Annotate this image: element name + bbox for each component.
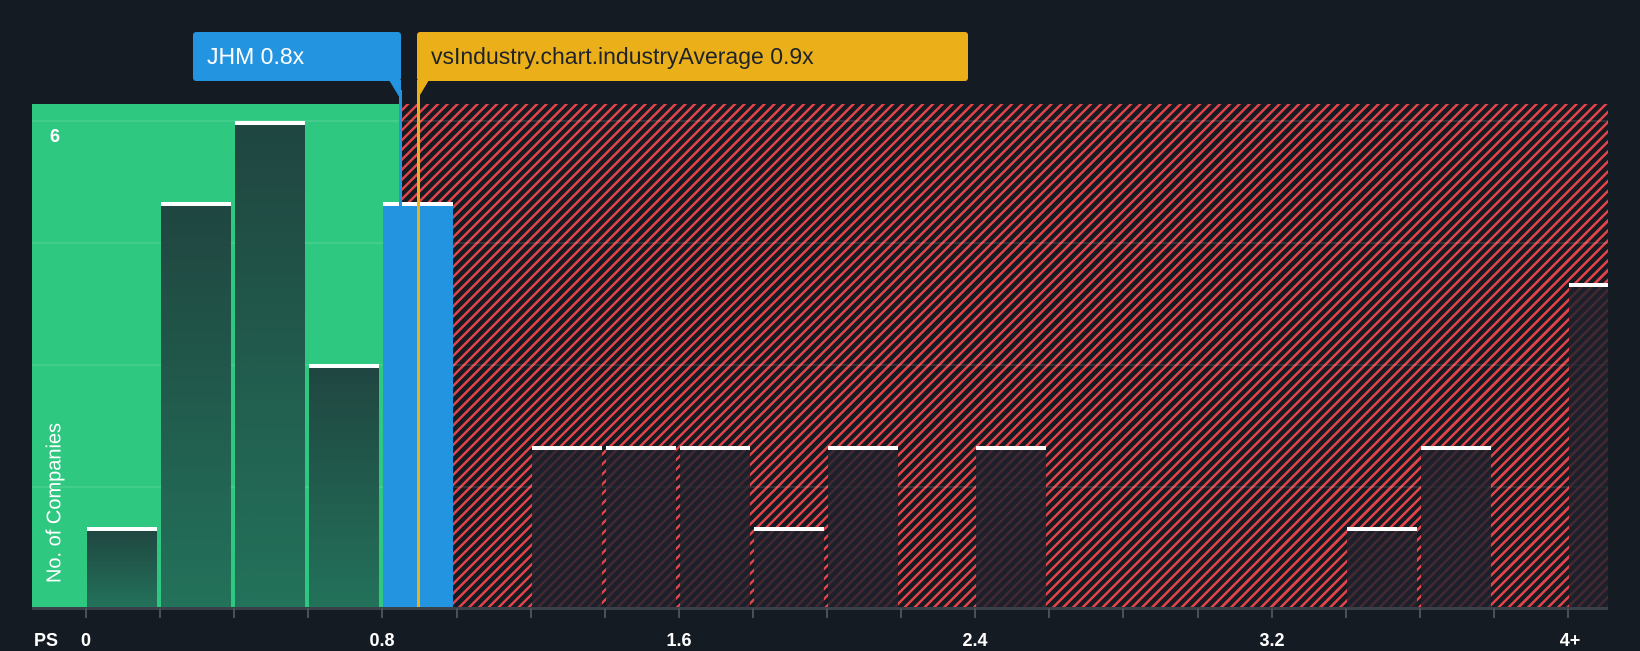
bar-cap bbox=[753, 526, 824, 531]
x-tick-label-0.8: 0.8 bbox=[369, 630, 395, 650]
x-tick bbox=[900, 608, 903, 618]
x-tick bbox=[1270, 608, 1273, 618]
x-tick-label-3.2: 3.2 bbox=[1259, 630, 1285, 650]
x-tick bbox=[159, 608, 162, 618]
x-tick bbox=[381, 608, 384, 618]
company-value-callout: JHM 0.8x bbox=[193, 32, 401, 81]
gridline bbox=[32, 120, 1608, 122]
x-tick bbox=[455, 608, 458, 618]
histogram-bar bbox=[161, 202, 232, 608]
x-tick bbox=[85, 608, 87, 618]
industry-average-label: vsIndustry.chart.industryAverage 0.9x bbox=[431, 43, 814, 69]
chart-plot-area bbox=[32, 104, 1608, 608]
x-tick bbox=[1418, 608, 1421, 618]
x-axis-title: PS bbox=[34, 630, 59, 650]
x-tick bbox=[529, 608, 532, 618]
histogram-bar bbox=[1346, 526, 1417, 608]
bar-cap bbox=[235, 120, 306, 125]
bar-cap bbox=[828, 445, 898, 450]
x-tick bbox=[751, 608, 754, 618]
x-tick bbox=[1492, 608, 1495, 618]
bar-cap bbox=[679, 445, 750, 450]
y-tick-label-6: 6 bbox=[50, 126, 61, 146]
histogram-bar bbox=[1569, 283, 1608, 608]
x-tick-label-2.4: 2.4 bbox=[962, 630, 988, 650]
x-tick-label-0: 0 bbox=[80, 630, 92, 650]
bar-cap bbox=[605, 445, 676, 450]
bar-cap bbox=[1346, 526, 1417, 531]
histogram-bar bbox=[531, 445, 602, 608]
gridline bbox=[32, 242, 1608, 244]
industry-callout-pointer bbox=[417, 80, 429, 100]
bar-cap bbox=[976, 445, 1047, 450]
x-tick bbox=[233, 608, 236, 618]
x-tick bbox=[1344, 608, 1347, 618]
bar-cap bbox=[309, 364, 380, 369]
gridline bbox=[32, 364, 1608, 366]
histogram-bar bbox=[605, 445, 676, 608]
bar-cap bbox=[1420, 445, 1491, 450]
company-marker-line bbox=[399, 90, 402, 608]
histogram-bar bbox=[309, 364, 380, 608]
x-tick bbox=[1196, 608, 1199, 618]
bar-cap bbox=[531, 445, 602, 450]
histogram-bar bbox=[679, 445, 750, 608]
company-value-label: JHM 0.8x bbox=[207, 43, 305, 69]
x-tick-label-4plus: 4+ bbox=[1559, 630, 1581, 650]
gridline bbox=[32, 486, 1608, 488]
histogram-bar bbox=[828, 445, 898, 608]
histogram-bar bbox=[753, 526, 824, 608]
x-axis-line bbox=[32, 607, 1608, 610]
x-tick bbox=[1567, 608, 1569, 618]
y-axis-title: No. of Companies bbox=[43, 422, 66, 584]
x-tick bbox=[307, 608, 310, 618]
company-callout-pointer bbox=[389, 80, 401, 100]
histogram-bar bbox=[1420, 445, 1491, 608]
histogram-bar bbox=[87, 526, 157, 608]
bar-cap bbox=[87, 526, 157, 531]
bar-cap bbox=[1569, 283, 1608, 288]
above-average-zone bbox=[400, 104, 1608, 608]
x-tick bbox=[1048, 608, 1051, 618]
industry-average-callout: vsIndustry.chart.industryAverage 0.9x bbox=[417, 32, 968, 81]
x-tick bbox=[603, 608, 606, 618]
x-tick bbox=[677, 608, 680, 618]
x-tick-label-1.6: 1.6 bbox=[666, 630, 692, 650]
x-tick bbox=[1122, 608, 1125, 618]
x-tick bbox=[974, 608, 977, 618]
bar-cap bbox=[161, 202, 232, 206]
industry-average-marker-line bbox=[417, 90, 420, 608]
x-tick bbox=[826, 608, 828, 618]
histogram-bar bbox=[976, 445, 1047, 608]
histogram-bar bbox=[235, 120, 306, 608]
